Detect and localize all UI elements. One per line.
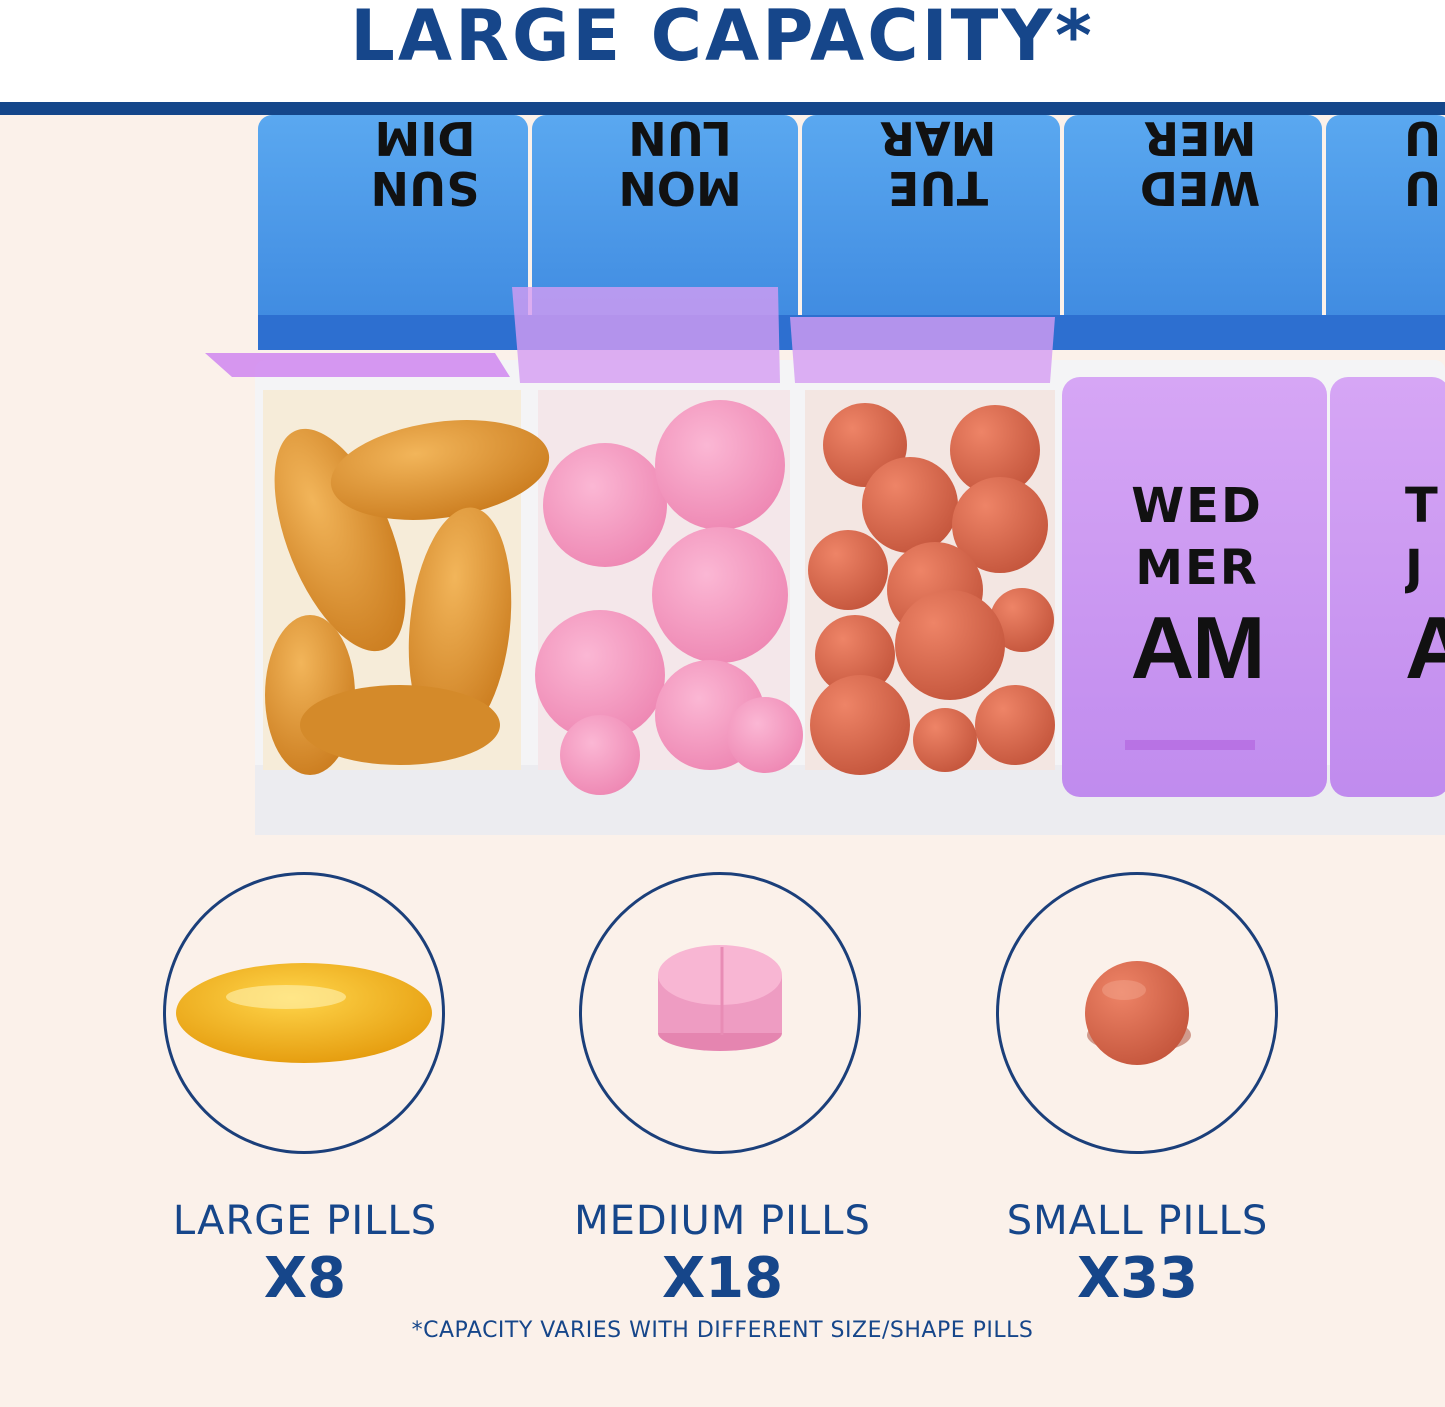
medium-pills-label: MEDIUM PILLS (574, 1198, 871, 1244)
header: LARGE CAPACITY* (0, 0, 1445, 104)
softgel-capsule-icon (176, 963, 432, 1063)
medium-pills-count: X18 (661, 1246, 784, 1311)
lid-label-tue: TUE MAR (879, 111, 997, 215)
medium-pills (535, 400, 803, 795)
small-pills-count: X33 (1076, 1246, 1199, 1311)
large-pills-caption: LARGE PILLS X8 (130, 1198, 480, 1311)
pill-organizer-photo: SUN DIM MON LUN TUE MAR WED MER U U WED … (0, 111, 1445, 845)
open-lid-mon (512, 287, 780, 383)
large-pills-label: LARGE PILLS (172, 1198, 438, 1244)
blue-lid-sun (258, 115, 528, 330)
large-pill-circle (163, 872, 445, 1154)
small-pills-caption: SMALL PILLS X33 (960, 1198, 1315, 1311)
page-title: LARGE CAPACITY* (350, 0, 1095, 77)
capacity-footnote: *CAPACITY VARIES WITH DIFFERENT SIZE/SHA… (411, 1318, 1034, 1343)
medium-pill-circle (579, 872, 861, 1154)
small-pill-circle (996, 872, 1278, 1154)
medium-pills-caption: MEDIUM PILLS X18 (540, 1198, 905, 1311)
lid-label-wed-am: WED MER AM (1130, 478, 1266, 697)
lid-label-thu-am: T J A (1405, 482, 1445, 692)
pink-tablet-icon (658, 945, 782, 1051)
header-divider (0, 102, 1445, 115)
small-pills (808, 403, 1055, 775)
blue-lid-wed (1064, 115, 1322, 330)
blue-lid-tue (802, 115, 1060, 330)
blue-lid-mon (532, 115, 798, 330)
red-round-pill-icon (1085, 961, 1191, 1065)
lid-label-sun: SUN DIM (370, 111, 480, 215)
large-pills-count: X8 (263, 1246, 347, 1311)
large-pills (265, 420, 550, 775)
lid-label-mon: MON LUN (618, 111, 742, 215)
small-pills-label: SMALL PILLS (1006, 1198, 1269, 1244)
blue-lid-thu (1326, 115, 1445, 330)
organizer-illustration (205, 115, 1445, 835)
open-lid-sun (205, 353, 510, 377)
open-lid-tue (790, 317, 1055, 383)
purple-lid-wed-am (1062, 377, 1327, 797)
lid-label-wed: WED MER (1139, 111, 1261, 215)
purple-lid-thu-am (1330, 377, 1445, 797)
lid-label-thu: U U (1403, 115, 1442, 211)
